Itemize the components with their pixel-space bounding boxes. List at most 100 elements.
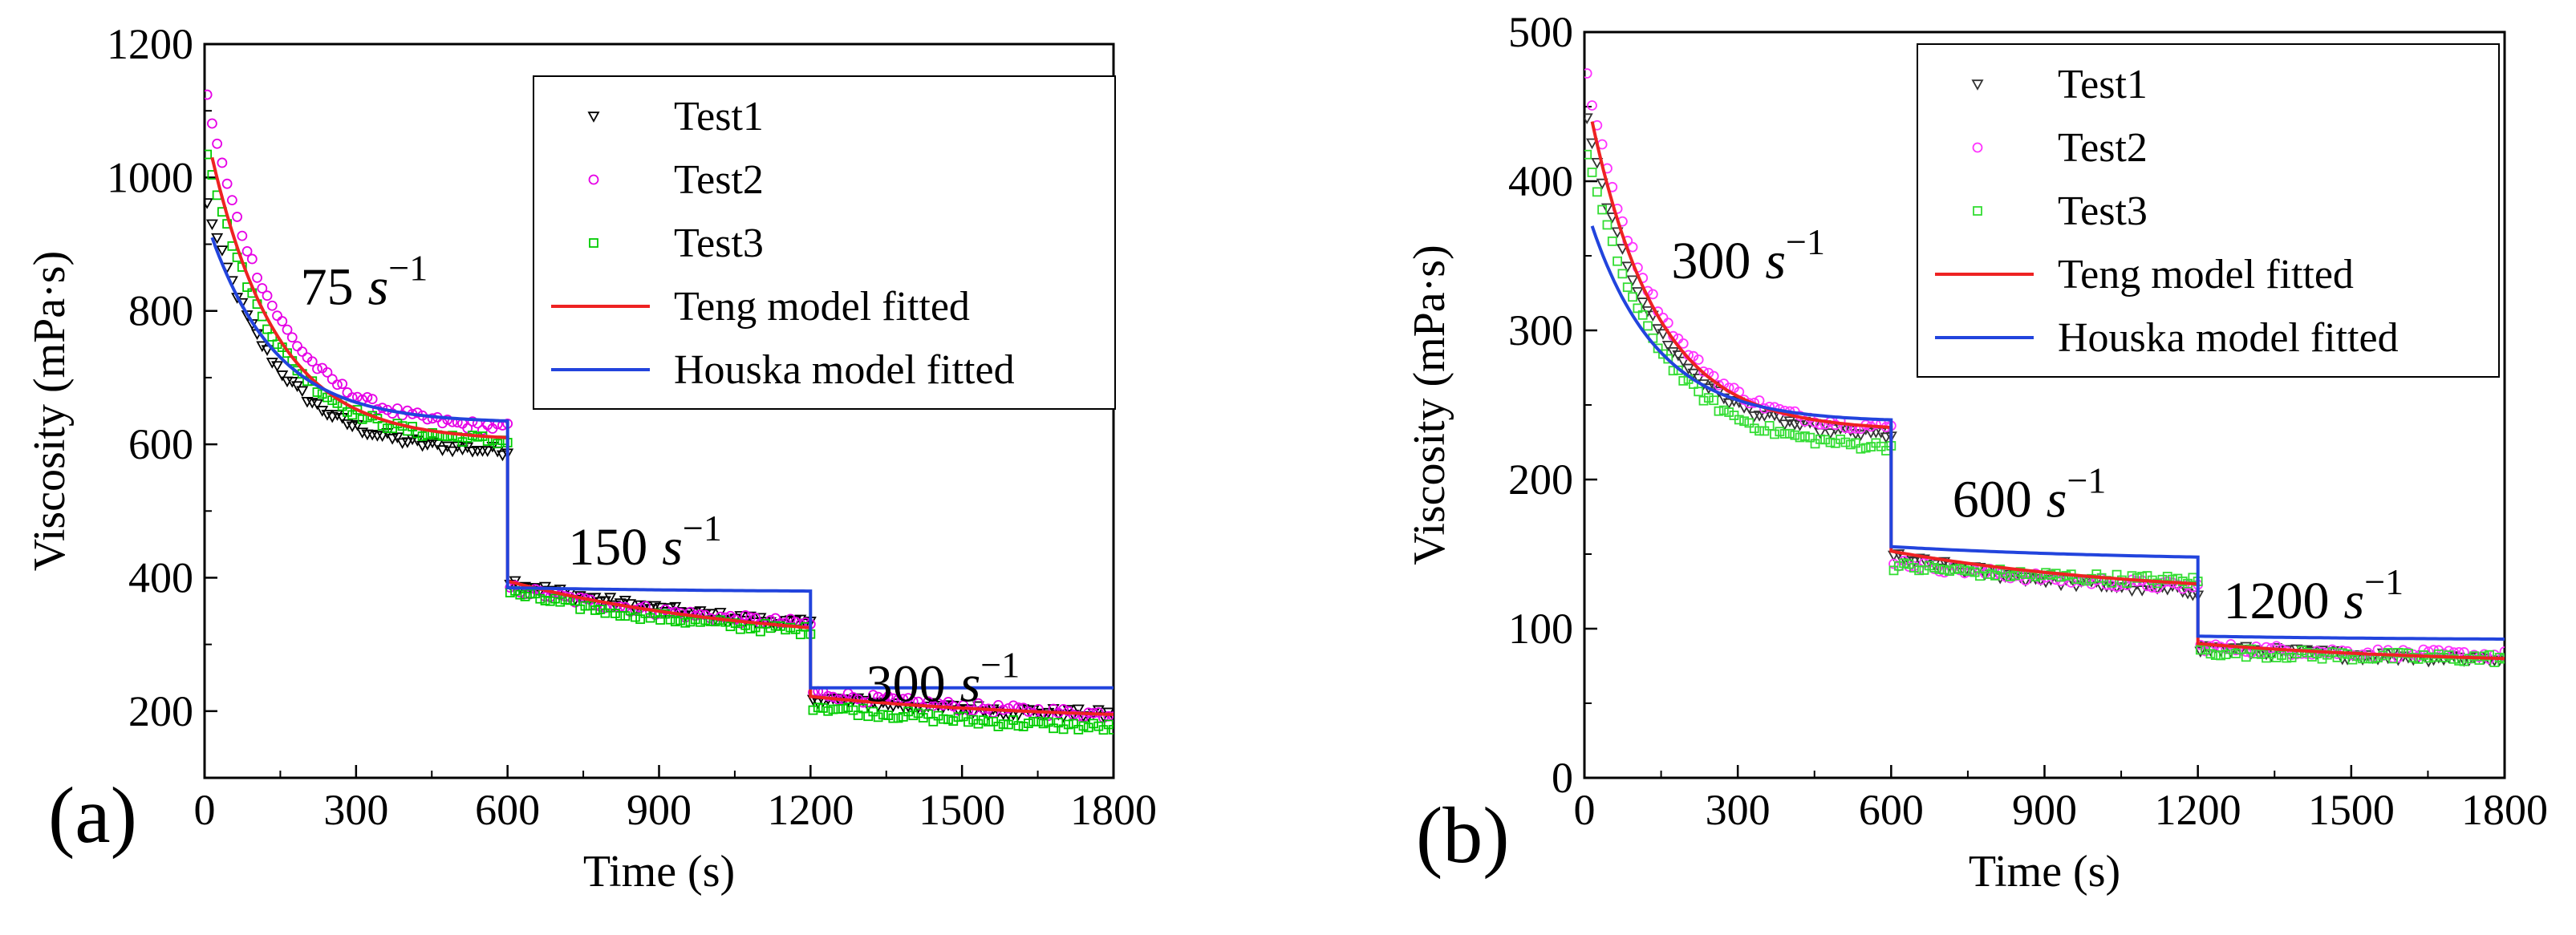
legend-label: Teng model fitted bbox=[674, 284, 970, 330]
data-point bbox=[2418, 644, 2429, 655]
data-point bbox=[813, 702, 823, 713]
chart-panel-b: 0 300 600 900 1200 1500 1800 0 100 200 300 400 500 Ti… bbox=[1405, 8, 2548, 897]
data-point bbox=[1924, 561, 1934, 571]
data-point bbox=[535, 593, 546, 604]
data-point bbox=[493, 439, 503, 449]
legend-label: Test2 bbox=[674, 157, 764, 203]
data-point bbox=[257, 283, 268, 293]
data-point bbox=[387, 423, 398, 434]
data-point bbox=[1724, 407, 1734, 417]
data-point bbox=[943, 714, 953, 725]
data-point bbox=[2195, 645, 2205, 655]
shear-rate-annotation: 75 s−1 bbox=[301, 247, 428, 316]
legend-label: Houska model fitted bbox=[674, 347, 1015, 393]
data-point bbox=[1929, 563, 1939, 573]
legend-label: Test1 bbox=[2058, 62, 2148, 107]
data-point bbox=[1600, 203, 1613, 215]
data-point bbox=[700, 609, 711, 621]
data-point bbox=[1934, 565, 1945, 574]
annotation-exponent: −1 bbox=[683, 508, 722, 548]
data-point bbox=[1734, 415, 1744, 425]
data-point bbox=[216, 245, 229, 257]
series-line-houska-model-fitted bbox=[1590, 225, 2505, 641]
x-tick-label: 1800 bbox=[2461, 786, 2548, 834]
data-point bbox=[1109, 725, 1114, 735]
data-point bbox=[1038, 718, 1049, 729]
legend: Test1 Test2 Test3 Teng model fitted Houska m… bbox=[533, 75, 1116, 410]
data-point bbox=[848, 705, 858, 715]
data-point bbox=[266, 300, 278, 311]
data-point bbox=[2157, 574, 2168, 585]
series-line-houska-model-fitted bbox=[210, 237, 1114, 690]
y-axis-title: Viscosity (mPa·s) bbox=[25, 251, 75, 572]
y-tick-label: 400 bbox=[128, 553, 193, 601]
data-point bbox=[886, 701, 899, 713]
data-point bbox=[620, 611, 631, 621]
data-point bbox=[670, 617, 680, 627]
data-point bbox=[336, 413, 349, 424]
data-point bbox=[2221, 650, 2231, 659]
data-point bbox=[262, 290, 273, 302]
data-point bbox=[1810, 417, 1820, 428]
data-point bbox=[2005, 572, 2015, 581]
data-point bbox=[799, 618, 812, 630]
legend-label: Test2 bbox=[2058, 125, 2148, 171]
legend-marker bbox=[588, 174, 599, 185]
y-tick-label: 200 bbox=[1508, 455, 1573, 504]
data-point bbox=[1622, 282, 1633, 293]
x-tick-label: 0 bbox=[194, 786, 216, 834]
data-point bbox=[1914, 565, 1925, 576]
x-tick-label: 1500 bbox=[2308, 786, 2395, 834]
shear-rate-annotation: 150 s−1 bbox=[568, 508, 722, 577]
legend-box bbox=[533, 75, 1116, 410]
legend-marker bbox=[1973, 206, 1982, 216]
data-point bbox=[550, 593, 560, 604]
y-tick-label: 400 bbox=[1508, 157, 1573, 205]
data-point bbox=[927, 698, 939, 710]
data-point bbox=[1978, 569, 1991, 581]
annotation-unit: s bbox=[960, 654, 981, 713]
data-point bbox=[205, 219, 218, 231]
data-point bbox=[1089, 718, 1098, 729]
data-point bbox=[2312, 649, 2322, 658]
data-point bbox=[898, 712, 908, 722]
data-point bbox=[938, 714, 948, 724]
data-point bbox=[675, 615, 685, 625]
annotation-number: 75 bbox=[301, 257, 354, 316]
data-point bbox=[436, 445, 449, 456]
data-point bbox=[1949, 565, 1960, 574]
data-point bbox=[630, 612, 640, 622]
data-point bbox=[1795, 432, 1805, 443]
legend-label: Test3 bbox=[2058, 188, 2148, 234]
data-point bbox=[828, 704, 838, 714]
annotation-unit: s bbox=[2047, 471, 2067, 529]
y-tick-label: 800 bbox=[128, 287, 193, 335]
data-point bbox=[206, 118, 217, 129]
data-point bbox=[2282, 653, 2292, 663]
shear-rate-annotation: 1200 s−1 bbox=[2224, 561, 2404, 630]
data-point bbox=[1954, 564, 1965, 574]
data-point bbox=[310, 399, 324, 411]
data-point bbox=[462, 423, 473, 434]
data-point bbox=[1860, 443, 1871, 453]
data-point bbox=[1694, 387, 1704, 397]
data-point bbox=[1647, 289, 1658, 300]
data-point bbox=[912, 702, 925, 714]
data-point bbox=[1661, 340, 1674, 352]
data-point bbox=[327, 374, 338, 385]
data-point bbox=[381, 428, 394, 439]
data-point bbox=[417, 431, 428, 441]
data-point bbox=[226, 195, 237, 206]
y-tick-label: 300 bbox=[1508, 306, 1573, 354]
data-point bbox=[326, 411, 339, 423]
data-point bbox=[1637, 310, 1648, 320]
data-point bbox=[635, 614, 646, 625]
data-point bbox=[1043, 717, 1053, 727]
data-point bbox=[232, 212, 242, 222]
y-tick-label: 600 bbox=[128, 420, 193, 468]
data-point bbox=[1049, 723, 1058, 734]
y-tick-label: 1000 bbox=[107, 153, 193, 201]
data-point bbox=[963, 717, 973, 727]
data-point bbox=[337, 378, 348, 390]
